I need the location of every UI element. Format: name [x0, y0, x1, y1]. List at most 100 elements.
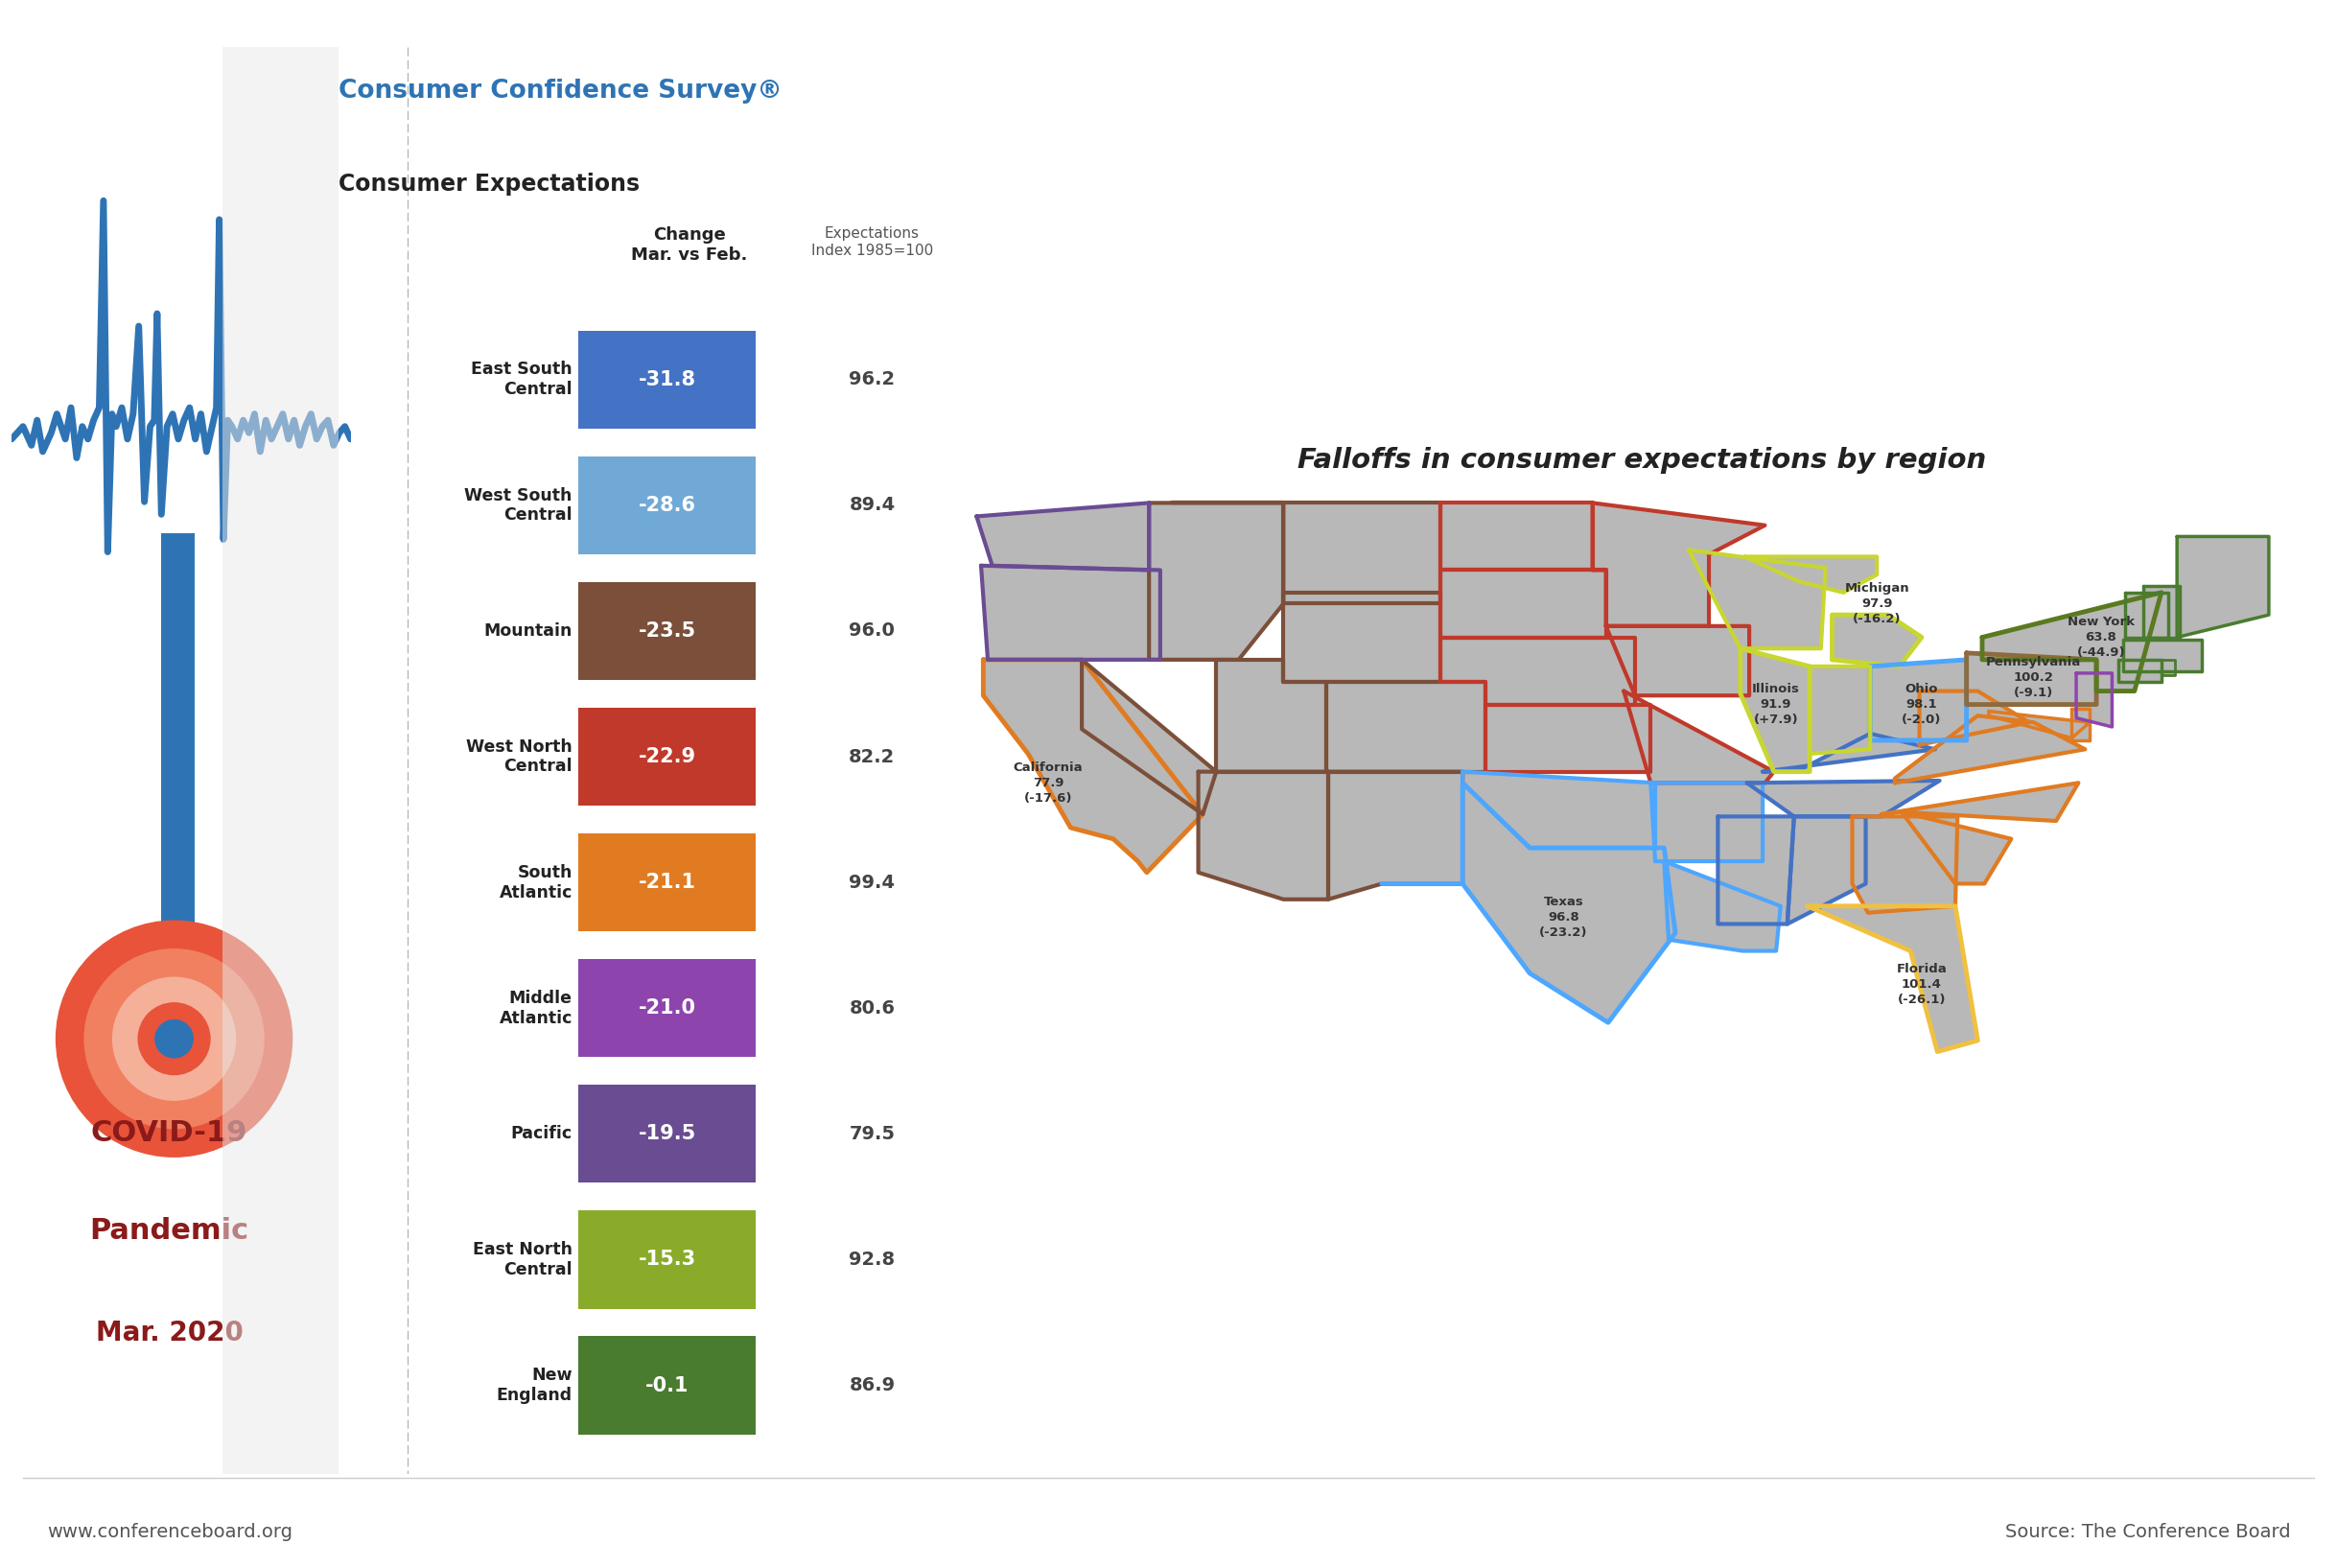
Polygon shape [1965, 652, 2096, 704]
Polygon shape [222, 47, 339, 1474]
Polygon shape [1746, 557, 1877, 593]
Text: 99.4: 99.4 [848, 873, 895, 892]
Text: -19.5: -19.5 [638, 1124, 696, 1143]
Polygon shape [2075, 673, 2113, 728]
FancyBboxPatch shape [580, 960, 755, 1057]
Text: Mar. 2020: Mar. 2020 [96, 1319, 243, 1347]
Text: New
England: New England [495, 1367, 573, 1403]
Polygon shape [2120, 660, 2162, 682]
Polygon shape [1199, 771, 1327, 900]
Circle shape [112, 977, 236, 1101]
Text: Pandemic: Pandemic [89, 1217, 250, 1245]
Polygon shape [982, 566, 1159, 660]
Text: COVID-19: COVID-19 [91, 1120, 248, 1148]
Polygon shape [1718, 817, 1795, 924]
Text: 96.2: 96.2 [848, 370, 895, 389]
Polygon shape [2143, 586, 2180, 637]
Text: West South
Central: West South Central [465, 486, 573, 524]
Text: Consumer Confidence Survey®: Consumer Confidence Survey® [339, 78, 783, 103]
Polygon shape [1150, 503, 1283, 660]
Text: Source: The Conference Board: Source: The Conference Board [2005, 1523, 2290, 1541]
Polygon shape [2124, 640, 2201, 671]
Text: Ohio
98.1
(-2.0): Ohio 98.1 (-2.0) [1902, 684, 1942, 726]
Text: -21.1: -21.1 [638, 873, 696, 892]
Polygon shape [1664, 861, 1781, 950]
Polygon shape [1381, 782, 1676, 1022]
Circle shape [56, 920, 292, 1157]
Text: 86.9: 86.9 [848, 1377, 895, 1394]
FancyBboxPatch shape [580, 1085, 755, 1182]
Polygon shape [1484, 704, 1650, 771]
Polygon shape [1440, 571, 1606, 637]
Polygon shape [1325, 682, 1484, 771]
Polygon shape [1762, 734, 1935, 771]
Text: 92.8: 92.8 [848, 1251, 895, 1269]
Polygon shape [1463, 771, 1655, 974]
Text: 82.2: 82.2 [848, 748, 895, 765]
Text: Mountain: Mountain [484, 622, 573, 640]
FancyBboxPatch shape [580, 582, 755, 681]
Polygon shape [2073, 709, 2089, 740]
Polygon shape [1606, 626, 1748, 696]
Polygon shape [1650, 782, 1762, 861]
Text: Change
Mar. vs Feb.: Change Mar. vs Feb. [631, 227, 748, 263]
Polygon shape [1989, 712, 2089, 739]
Polygon shape [1807, 906, 1977, 1052]
Polygon shape [2162, 660, 2176, 676]
Polygon shape [1591, 503, 1764, 626]
Text: 80.6: 80.6 [848, 999, 895, 1018]
Text: -0.1: -0.1 [645, 1375, 689, 1396]
Polygon shape [1624, 691, 1774, 782]
Polygon shape [1283, 593, 1440, 682]
Polygon shape [2178, 536, 2269, 637]
Polygon shape [1982, 593, 2162, 691]
Polygon shape [1870, 660, 1965, 740]
Polygon shape [1082, 660, 1215, 814]
Text: Expectations
Index 1985=100: Expectations Index 1985=100 [811, 227, 932, 257]
Polygon shape [1809, 666, 1870, 754]
Text: -21.0: -21.0 [638, 999, 696, 1018]
Text: East South
Central: East South Central [472, 361, 573, 398]
Text: South
Atlantic: South Atlantic [500, 864, 573, 902]
Text: Florida
101.4
(-26.1): Florida 101.4 (-26.1) [1895, 963, 1947, 1007]
Polygon shape [1327, 771, 1463, 900]
Polygon shape [1919, 691, 2029, 745]
Text: 89.4: 89.4 [848, 495, 895, 514]
Polygon shape [1171, 503, 1440, 604]
FancyBboxPatch shape [580, 331, 755, 428]
Text: -15.3: -15.3 [638, 1250, 696, 1269]
Text: Texas
96.8
(-23.2): Texas 96.8 (-23.2) [1540, 895, 1587, 939]
Polygon shape [1895, 715, 2085, 782]
Text: 79.5: 79.5 [848, 1124, 895, 1143]
Text: East North
Central: East North Central [472, 1240, 573, 1278]
Text: Falloffs in consumer expectations by region: Falloffs in consumer expectations by reg… [1297, 447, 1986, 474]
Circle shape [138, 1004, 210, 1074]
Text: Consumer Expectations: Consumer Expectations [339, 172, 640, 196]
Polygon shape [2127, 593, 2169, 637]
Polygon shape [1741, 649, 1809, 771]
Text: 96.0: 96.0 [848, 622, 895, 640]
FancyBboxPatch shape [580, 1336, 755, 1435]
Text: Middle
Atlantic: Middle Atlantic [500, 989, 573, 1027]
FancyBboxPatch shape [580, 707, 755, 806]
Polygon shape [1832, 615, 1921, 666]
Polygon shape [1748, 781, 1940, 817]
Text: West North
Central: West North Central [465, 739, 573, 775]
Text: -22.9: -22.9 [638, 748, 696, 767]
Circle shape [154, 1019, 194, 1058]
Text: Pennsylvania
100.2
(-9.1): Pennsylvania 100.2 (-9.1) [1986, 655, 2082, 699]
Circle shape [84, 949, 264, 1129]
Polygon shape [1440, 637, 1636, 704]
Text: -28.6: -28.6 [638, 495, 696, 514]
Text: www.conferenceboard.org: www.conferenceboard.org [47, 1523, 292, 1541]
Bar [161, 533, 194, 1129]
Text: -31.8: -31.8 [638, 370, 696, 389]
Polygon shape [1690, 550, 1825, 649]
Text: Illinois
91.9
(+7.9): Illinois 91.9 (+7.9) [1753, 684, 1799, 726]
Text: New York
63.8
(-44.9): New York 63.8 (-44.9) [2068, 616, 2134, 659]
Text: -23.5: -23.5 [638, 621, 696, 641]
FancyBboxPatch shape [580, 834, 755, 931]
Polygon shape [1881, 782, 2078, 822]
FancyBboxPatch shape [580, 1210, 755, 1309]
Text: Michigan
97.9
(-16.2): Michigan 97.9 (-16.2) [1844, 582, 1909, 626]
